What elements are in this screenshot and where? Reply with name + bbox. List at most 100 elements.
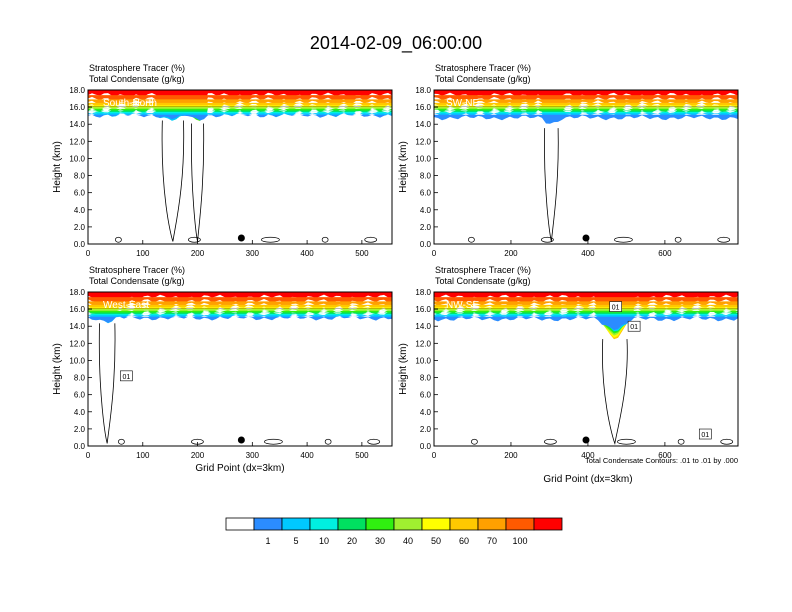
y-tick-label: 6.0 [420,189,432,198]
x-axis-label: Grid Point (dx=3km) [195,463,284,474]
contour-note: Total Condensate Contours: .01 to .01 by… [585,456,738,465]
y-tick-label: 4.0 [420,408,432,417]
x-tick-label: 600 [658,451,672,460]
colorbar-swatch [505,517,535,531]
panel-left-label-2: Total Condensate (g/kg) [89,276,185,286]
condensate-contour [321,236,329,243]
tracer-band [88,292,392,312]
y-axis-label: Height (km) [52,343,63,395]
y-tick-label: 6.0 [420,391,432,400]
contour-label-box [609,301,622,312]
y-tick-label: 14.0 [415,120,431,129]
condensate-contour [471,438,478,445]
x-tick-label: 0 [86,249,91,258]
condensate-contour [720,438,734,445]
panel-left-label-2: Total Condensate (g/kg) [435,74,531,84]
colorbar-label: 5 [293,536,298,546]
y-tick-label: 0.0 [420,442,432,451]
location-marker [582,436,590,444]
x-tick-label: 0 [432,249,437,258]
condensate-contour [118,438,125,445]
condensate-contour [468,236,475,243]
x-tick-label: 500 [355,249,369,258]
colorbar-swatch [393,517,423,531]
y-tick-label: 8.0 [74,172,86,181]
tracer-band [434,316,738,330]
x-tick-label: 200 [191,451,205,460]
condensate-contour [717,236,731,243]
y-tick-label: 0.0 [74,442,86,451]
condensate-contour [614,236,633,243]
panel-nw-se: Stratosphere Tracer (%) Total Condensate… [398,265,739,485]
panel-left-label-1: Stratosphere Tracer (%) [435,63,531,73]
y-tick-label: 6.0 [74,189,86,198]
condensate-contour [677,438,685,445]
x-axis-label: Grid Point (dx=3km) [543,474,632,485]
panel-south-north: Stratosphere Tracer (%) Total Condensate… [52,63,393,258]
location-marker [237,436,245,444]
tracer-band [434,110,738,121]
x-tick-label: 300 [246,451,260,460]
x-tick-label: 400 [300,249,314,258]
colorbar-swatch [281,517,311,531]
x-tick-label: 300 [246,249,260,258]
contour-label: 01 [701,432,709,439]
colorbar-label: 30 [375,536,385,546]
colorbar-label: 70 [487,536,497,546]
condensate-contour [188,236,201,243]
inset-label: SW-NE [446,98,479,109]
x-tick-label: 400 [300,451,314,460]
y-tick-label: 10.0 [69,154,85,163]
inset-label: West-East [103,300,149,311]
contour-label-box [698,428,712,440]
tracer-band [434,107,738,123]
condensate-contour [364,236,378,243]
tracer-band [434,108,738,122]
x-tick-label: 0 [432,451,437,460]
colorbar-swatch [421,517,451,531]
tracer-band [88,114,392,121]
panel-left-label-1: Stratosphere Tracer (%) [89,265,185,275]
condensate-contour [367,438,381,445]
location-marker [237,234,245,242]
contour-label-box [627,320,641,332]
y-tick-label: 12.0 [415,137,431,146]
y-tick-label: 8.0 [420,374,432,383]
y-tick-label: 4.0 [74,408,86,417]
tracer-band [434,114,738,124]
panel-sw-ne: Stratosphere Tracer (%) Total Condensate… [398,63,739,258]
y-tick-label: 0.0 [420,240,432,249]
colorbar-label: 40 [403,536,413,546]
panel-left-label-2: Total Condensate (g/kg) [435,276,531,286]
x-tick-label: 100 [136,249,150,258]
colorbar: 1 5 10 20 30 40 50 60 70 100 [225,517,563,546]
contour-label-box [120,370,133,382]
condensate-contour [261,236,280,243]
panel-left-label-1: Stratosphere Tracer (%) [435,265,531,275]
colorbar-label: 1 [265,536,270,546]
panel-left-label-1: Stratosphere Tracer (%) [89,63,185,73]
condensate-contour [541,236,554,243]
y-axis-label: Height (km) [398,141,409,193]
figure-title: 2014-02-09_06:00:00 [310,33,482,54]
y-axis-label: Height (km) [52,141,63,193]
y-tick-label: 16.0 [415,305,431,314]
colorbar-label: 20 [347,536,357,546]
y-tick-label: 16.0 [69,103,85,112]
y-tick-label: 2.0 [420,223,432,232]
colorbar-swatch [253,517,283,531]
plot-frame [87,89,393,245]
tracer-band [434,292,738,336]
y-tick-label: 0.0 [74,240,86,249]
x-tick-label: 600 [658,249,672,258]
y-tick-label: 18.0 [69,86,85,95]
y-tick-label: 12.0 [69,339,85,348]
y-axis-label: Height (km) [398,343,409,395]
colorbar-swatch [365,517,395,531]
y-tick-label: 10.0 [415,154,431,163]
y-tick-label: 18.0 [415,86,431,95]
tracer-band [434,297,738,338]
y-tick-label: 2.0 [420,425,432,434]
y-tick-label: 8.0 [420,172,432,181]
